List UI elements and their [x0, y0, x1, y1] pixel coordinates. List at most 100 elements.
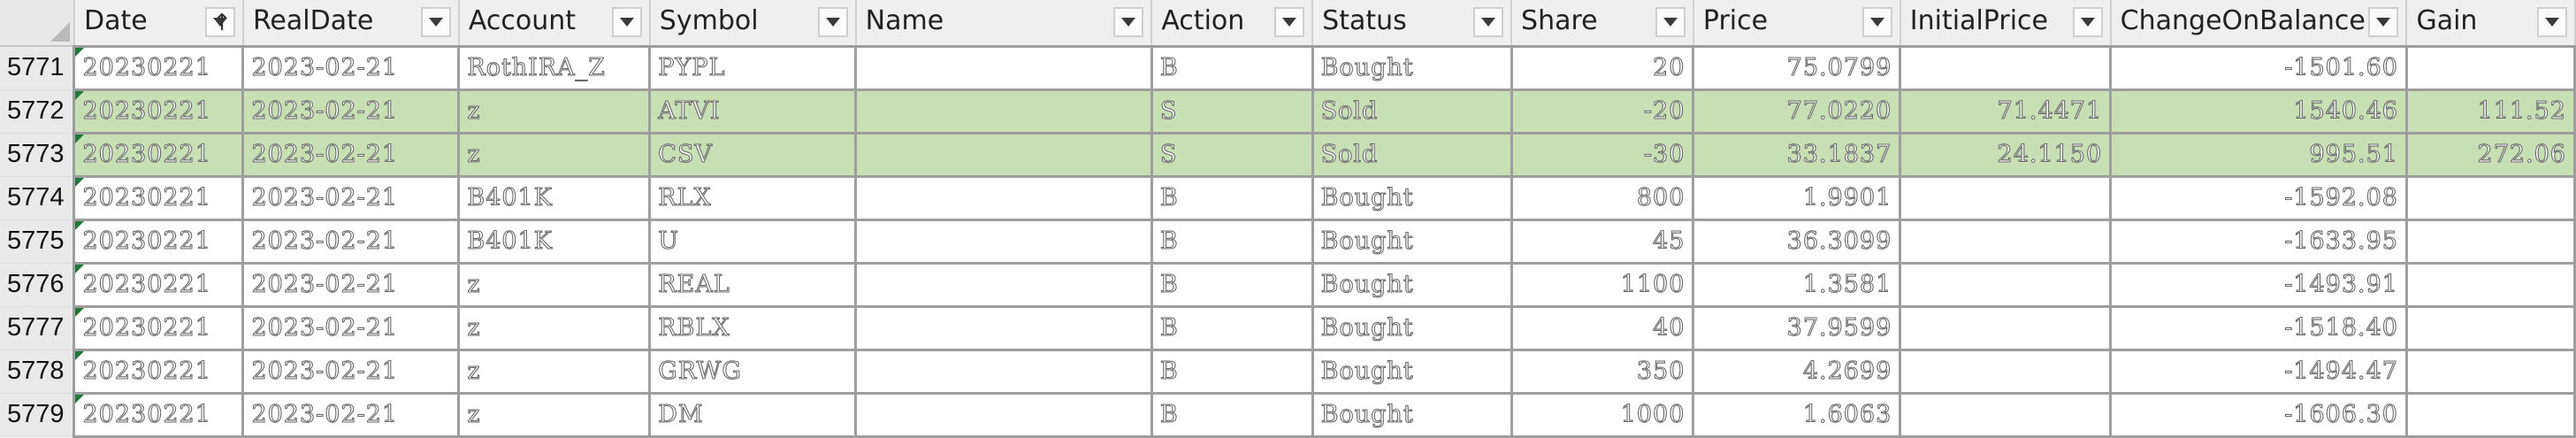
cell-date[interactable]: 20230221: [73, 304, 245, 351]
cell-status[interactable]: Bought: [1311, 174, 1513, 221]
cell-date[interactable]: 20230221: [73, 261, 245, 308]
cell-initialprice[interactable]: [1899, 391, 2113, 438]
cell-symbol[interactable]: GRWG: [648, 348, 858, 395]
column-header-status[interactable]: Status: [1312, 0, 1513, 47]
cell-changeonbalance[interactable]: -1494.47: [2109, 348, 2408, 395]
cell-changeonbalance[interactable]: -1493.91: [2109, 261, 2408, 308]
row-number-header[interactable]: 5778: [0, 350, 75, 394]
cell-symbol[interactable]: DM: [648, 391, 858, 438]
cell-action[interactable]: S: [1150, 131, 1314, 178]
column-header-changeonbalance[interactable]: ChangeOnBalance: [2110, 0, 2408, 47]
column-header-symbol[interactable]: Symbol: [649, 0, 857, 47]
cell-changeonbalance[interactable]: -1633.95: [2109, 218, 2408, 265]
cell-initialprice[interactable]: [1899, 348, 2113, 395]
cell-symbol[interactable]: CSV: [648, 131, 858, 178]
cell-price[interactable]: 33.1837: [1692, 131, 1902, 178]
cell-account[interactable]: z: [457, 131, 652, 178]
cell-date[interactable]: 20230221: [73, 348, 245, 395]
cell-symbol[interactable]: ATVI: [648, 88, 858, 134]
cell-account[interactable]: B401K: [457, 174, 652, 221]
cell-gain[interactable]: [2404, 44, 2576, 91]
cell-status[interactable]: Bought: [1311, 218, 1513, 265]
filter-dropdown-button[interactable]: [1113, 7, 1144, 37]
row-number-header[interactable]: 5771: [0, 46, 75, 90]
cell-name[interactable]: [854, 131, 1153, 178]
filter-dropdown-button[interactable]: [2536, 7, 2567, 37]
cell-account[interactable]: B401K: [457, 218, 652, 265]
cell-realdate[interactable]: 2023-02-21: [241, 304, 461, 351]
cell-action[interactable]: B: [1150, 218, 1314, 265]
cell-realdate[interactable]: 2023-02-21: [241, 218, 461, 265]
cell-action[interactable]: B: [1150, 174, 1314, 221]
filter-dropdown-button[interactable]: [817, 7, 848, 37]
cell-initialprice[interactable]: 24.1150: [1899, 131, 2113, 178]
cell-action[interactable]: B: [1150, 44, 1314, 91]
cell-symbol[interactable]: U: [648, 218, 858, 265]
cell-account[interactable]: z: [457, 391, 652, 438]
cell-initialprice[interactable]: [1899, 174, 2113, 221]
cell-price[interactable]: 37.9599: [1692, 304, 1902, 351]
filter-dropdown-button[interactable]: [1655, 7, 1685, 37]
cell-share[interactable]: 800: [1510, 174, 1695, 221]
cell-name[interactable]: [854, 88, 1153, 134]
column-header-date[interactable]: Date ↑: [73, 0, 244, 47]
filter-dropdown-button[interactable]: [1473, 7, 1504, 37]
cell-account[interactable]: z: [457, 261, 652, 308]
cell-realdate[interactable]: 2023-02-21: [241, 44, 461, 91]
cell-date[interactable]: 20230221: [73, 218, 245, 265]
cell-realdate[interactable]: 2023-02-21: [241, 174, 461, 221]
filter-dropdown-button[interactable]: [611, 7, 642, 37]
cell-changeonbalance[interactable]: -1501.60: [2109, 44, 2408, 91]
cell-share[interactable]: 1000: [1510, 391, 1695, 438]
cell-account[interactable]: RothIRA_Z: [457, 44, 652, 91]
cell-price[interactable]: 77.0220: [1692, 88, 1902, 134]
cell-status[interactable]: Bought: [1311, 391, 1513, 438]
cell-status[interactable]: Bought: [1311, 261, 1513, 308]
cell-gain[interactable]: [2404, 174, 2576, 221]
cell-symbol[interactable]: REAL: [648, 261, 858, 308]
column-header-action[interactable]: Action: [1151, 0, 1314, 47]
cell-price[interactable]: 75.0799: [1692, 44, 1902, 91]
cell-gain[interactable]: [2404, 304, 2576, 351]
cell-symbol[interactable]: PYPL: [648, 44, 858, 91]
cell-name[interactable]: [854, 44, 1153, 91]
cell-gain[interactable]: [2404, 218, 2576, 265]
filter-dropdown-button[interactable]: [1274, 7, 1305, 37]
cell-name[interactable]: [854, 304, 1153, 351]
cell-action[interactable]: S: [1150, 88, 1314, 134]
cell-share[interactable]: 20: [1510, 44, 1695, 91]
cell-realdate[interactable]: 2023-02-21: [241, 88, 461, 134]
row-number-header[interactable]: 5772: [0, 89, 75, 134]
column-header-price[interactable]: Price: [1693, 0, 1901, 47]
cell-realdate[interactable]: 2023-02-21: [241, 391, 461, 438]
cell-price[interactable]: 36.3099: [1692, 218, 1902, 265]
cell-name[interactable]: [854, 174, 1153, 221]
cell-account[interactable]: z: [457, 88, 652, 134]
cell-action[interactable]: B: [1150, 261, 1314, 308]
row-number-header[interactable]: 5773: [0, 133, 75, 177]
select-all-corner[interactable]: [0, 0, 75, 47]
cell-gain[interactable]: [2404, 391, 2576, 438]
cell-price[interactable]: 4.2699: [1692, 348, 1902, 395]
cell-symbol[interactable]: RBLX: [648, 304, 858, 351]
cell-symbol[interactable]: RLX: [648, 174, 858, 221]
column-header-realdate[interactable]: RealDate: [242, 0, 460, 47]
cell-status[interactable]: Bought: [1311, 348, 1513, 395]
cell-share[interactable]: 40: [1510, 304, 1695, 351]
cell-name[interactable]: [854, 218, 1153, 265]
column-header-name[interactable]: Name: [855, 0, 1153, 47]
cell-name[interactable]: [854, 391, 1153, 438]
cell-status[interactable]: Sold: [1311, 131, 1513, 178]
cell-gain[interactable]: 272.06: [2404, 131, 2576, 178]
cell-date[interactable]: 20230221: [73, 391, 245, 438]
cell-action[interactable]: B: [1150, 391, 1314, 438]
cell-date[interactable]: 20230221: [73, 131, 245, 178]
cell-price[interactable]: 1.3581: [1692, 261, 1902, 308]
cell-name[interactable]: [854, 261, 1153, 308]
column-header-initialprice[interactable]: InitialPrice: [1900, 0, 2112, 47]
cell-status[interactable]: Sold: [1311, 88, 1513, 134]
cell-initialprice[interactable]: [1899, 261, 2113, 308]
column-header-account[interactable]: Account: [458, 0, 651, 47]
cell-changeonbalance[interactable]: 1540.46: [2109, 88, 2408, 134]
cell-realdate[interactable]: 2023-02-21: [241, 348, 461, 395]
